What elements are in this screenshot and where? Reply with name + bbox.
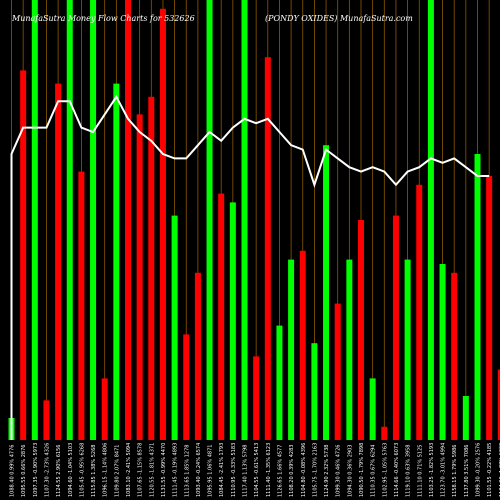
x-tick-label: 1124.55 2.90% 6156 — [56, 445, 62, 497]
x-tick-label: 1105.45 -0.95% 6268 — [79, 443, 85, 497]
x-tick-label: 1094.30 0.36% 2903 — [347, 445, 353, 497]
bar — [20, 70, 27, 441]
x-tick-label: 1107.65 -1.15% 8578 — [138, 443, 144, 497]
line-layer — [10, 94, 490, 440]
x-tick-label: 1108.20 0.39% 4283 — [289, 445, 295, 497]
x-tick-label: 1119.10 0.63% 3958 — [406, 445, 412, 497]
x-tick-label: 1105.75 -1.70% 2163 — [312, 443, 318, 497]
x-tick-label: 1090.50 -1.79% 7898 — [359, 443, 365, 497]
bar — [462, 396, 469, 440]
bars-layer — [8, 0, 500, 441]
x-tick-label: 1113.65 1.85% 1278 — [184, 445, 190, 497]
bar — [334, 303, 341, 440]
bar — [264, 57, 271, 440]
bar — [159, 8, 166, 441]
bar — [404, 259, 411, 440]
bar — [253, 356, 260, 440]
x-tick-label: 1094.60 -1.04% 5103 — [68, 443, 74, 497]
chart-title-right: (PONDY OXIDES) MunafaSutra.com — [265, 14, 413, 23]
x-tick-label: 1093.40 -0.24% 6574 — [196, 443, 202, 497]
bar — [346, 259, 353, 440]
x-tick-label: 1117.40 1.13% 5798 — [243, 445, 249, 497]
bar — [358, 220, 364, 440]
bar — [241, 0, 248, 440]
bar — [381, 426, 388, 440]
bar — [486, 176, 493, 440]
x-tick-label: 1104.55 -0.61% 5413 — [254, 443, 260, 497]
bar — [31, 0, 38, 440]
bar — [276, 325, 283, 440]
bar — [288, 259, 295, 440]
x-tick-label: 1102.95 -1.05% 5763 — [382, 443, 388, 497]
bar — [66, 0, 73, 440]
x-tick-label: 1110.95 -0.33% 5183 — [231, 443, 237, 497]
bar — [101, 378, 108, 440]
bar — [206, 0, 213, 440]
x-tick-label: 1095.55 0.66% 2876 — [21, 445, 27, 497]
bar — [392, 215, 399, 440]
x-tick-label: 1110.35 0.67% 6294 — [371, 445, 377, 497]
bar — [113, 83, 120, 440]
x-tick-label: 1123.70 -3.01% 4994 — [441, 443, 447, 497]
x-tick-label: 1115.85 1.38% 5268 — [91, 445, 97, 497]
x-tick-label: 1101.55 -0.22% 4185 — [487, 443, 493, 497]
x-tick-label: 1096.15 -1.14% 4806 — [103, 443, 109, 497]
x-tick-label: 1111.45 -0.19% 4893 — [173, 443, 179, 497]
x-tick-label: 1097.35 -0.90% 5973 — [33, 443, 39, 497]
x-tick-label: 1109.80 2.07% 8471 — [114, 445, 120, 497]
bar — [299, 250, 306, 440]
bar — [218, 193, 225, 440]
x-tick-label: 1120.55 -1.81% 4371 — [149, 443, 155, 497]
bar — [125, 0, 131, 440]
x-tick-label: 1131.55 -0.99% 4470 — [161, 443, 167, 497]
bar — [171, 215, 178, 440]
bar — [55, 83, 62, 440]
money-flow-line — [10, 94, 490, 440]
x-tick-label: 1088.40 0.99% 4776 — [10, 445, 16, 497]
bar — [427, 0, 434, 440]
x-tick-label: 1107.30 -2.73% 4326 — [44, 443, 50, 497]
bar — [194, 272, 201, 440]
bar — [369, 378, 376, 440]
bar — [183, 334, 190, 440]
x-tick-label: 1099.30 0.46% 4726 — [336, 445, 342, 497]
x-tick-label: 1158.15 1.79% 5986 — [452, 445, 458, 497]
bar — [416, 184, 423, 440]
x-tick-label: 1099.30 -0.20% 2576 — [476, 443, 482, 497]
x-tick-label: 1111.10 0.71% 5125 — [417, 445, 423, 497]
x-tick-label: 1104.00 -1.77% 6309 — [499, 443, 500, 497]
x-tick-label: 1114.66 -0.40% 6073 — [394, 443, 400, 497]
x-tick-label: 1137.80 3.51% 7086 — [464, 445, 470, 497]
x-tick-label: 1095.95 1.06% 4871 — [208, 445, 214, 497]
bar — [229, 202, 236, 440]
chart-title-left: MunafaSutra Money Flow Charts for 532626 — [12, 14, 195, 23]
bar — [78, 171, 85, 440]
bar — [323, 145, 330, 440]
x-tick-label: 1103.25 -1.82% 5193 — [429, 443, 435, 497]
bar — [311, 343, 318, 440]
x-tick-label: 1124.90 2.32% 5738 — [324, 445, 330, 497]
bar — [43, 400, 50, 440]
x-tick-label: 1111.40 -1.35% 6123 — [266, 443, 272, 497]
bar — [497, 369, 500, 440]
bar — [439, 264, 446, 440]
bar — [136, 114, 143, 441]
x-tick-label: 1104.80 -0.08% 4396 — [301, 443, 307, 497]
x-tick-label: 1083.10 -2.41% 5094 — [126, 443, 132, 497]
x-tick-label: 1126.65 1.66% 4577 — [277, 445, 283, 497]
x-tick-labels: 1088.40 0.99% 4776 1095.55 0.66% 2876 1097… — [10, 443, 500, 497]
bar — [451, 272, 458, 440]
bar — [90, 0, 97, 440]
x-tick-label: 1084.45 -2.41% 1793 — [219, 443, 225, 497]
bar — [148, 96, 155, 441]
bar — [474, 154, 481, 440]
